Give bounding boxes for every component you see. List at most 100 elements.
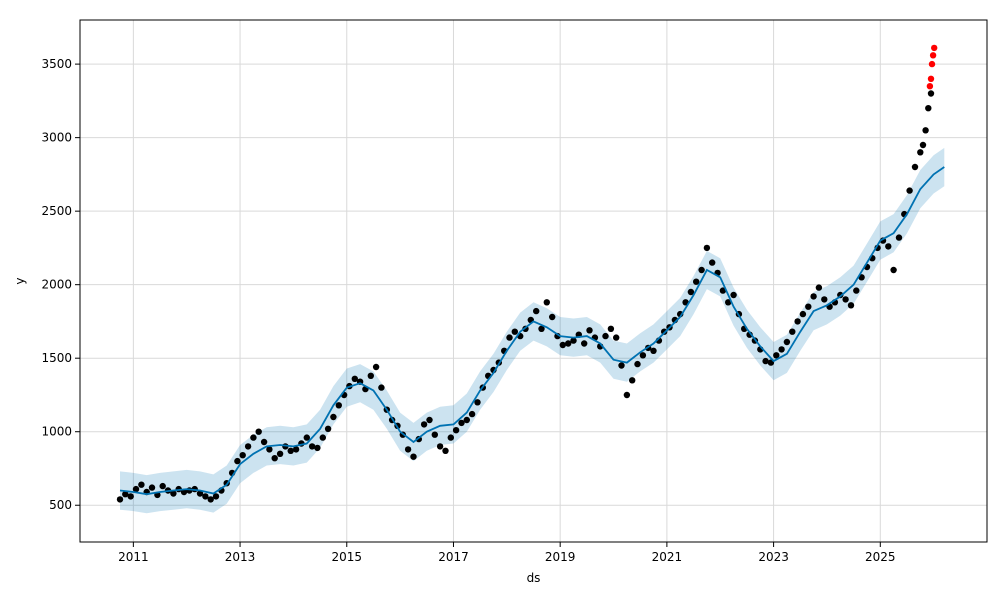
observed-point <box>234 457 241 465</box>
observed-point <box>922 127 929 134</box>
observed-point <box>506 334 513 341</box>
observed-point <box>698 266 705 274</box>
observed-point <box>925 105 932 112</box>
observed-point <box>442 447 449 454</box>
observed-point <box>730 291 737 299</box>
observed-point <box>122 491 129 498</box>
outlier-point <box>931 44 938 52</box>
forecast-line <box>119 166 945 496</box>
observed-point <box>799 310 807 318</box>
outlier-point <box>926 83 934 90</box>
observed-point <box>810 293 817 300</box>
y-tick-label: 1500 <box>41 351 72 365</box>
observed-point <box>132 485 140 493</box>
observed-point <box>138 481 145 488</box>
observed-point <box>511 328 518 335</box>
observed-point <box>602 332 609 340</box>
observed-point <box>613 334 620 341</box>
observed-point <box>463 416 470 424</box>
x-axis: 2011 2013 2015 2017 2019 2021 2023 2025 <box>118 542 896 564</box>
observed-point <box>815 284 823 291</box>
outlier-point <box>927 75 935 83</box>
observed-point <box>303 434 310 441</box>
observed-point <box>431 431 438 438</box>
observed-point <box>906 187 913 194</box>
x-tick-label: 2023 <box>758 550 789 564</box>
grid <box>80 20 987 542</box>
observed-point <box>794 318 801 325</box>
observed-point <box>330 413 337 421</box>
y-tick-label: 2000 <box>41 278 72 292</box>
observed-point <box>533 307 540 315</box>
y-tick-label: 500 <box>49 498 72 512</box>
observed-point <box>725 299 732 306</box>
observed-point <box>629 377 636 384</box>
observed-point <box>549 313 556 321</box>
observed-point <box>618 362 625 369</box>
observed-point <box>378 384 385 391</box>
x-tick-label: 2013 <box>225 550 256 564</box>
observed-point <box>335 402 342 409</box>
observed-point <box>773 352 780 359</box>
observed-point <box>821 296 828 303</box>
observed-point <box>458 419 465 427</box>
observed-point <box>266 446 273 453</box>
observed-point <box>250 434 257 441</box>
x-tick-label: 2011 <box>118 550 149 564</box>
observed-point <box>842 296 849 303</box>
x-tick-label: 2017 <box>438 550 469 564</box>
observed-point <box>212 493 220 500</box>
observed-point <box>885 243 892 250</box>
observed-point <box>196 490 204 497</box>
observed-point <box>260 438 268 446</box>
observed-point <box>410 453 417 460</box>
observed-point <box>202 493 209 500</box>
observed-point <box>319 434 326 441</box>
observed-point <box>847 302 855 309</box>
observed-point <box>292 446 300 453</box>
observed-point <box>404 446 412 453</box>
observed-point <box>919 141 927 149</box>
x-tick-label: 2021 <box>652 550 683 564</box>
observed-point <box>420 421 428 428</box>
observed-point <box>559 341 566 349</box>
observed-point <box>116 496 124 503</box>
x-axis-label: ds <box>527 571 541 585</box>
outlier-point <box>928 60 936 68</box>
observed-point <box>789 328 796 335</box>
observed-point <box>607 325 615 332</box>
observed-point <box>719 287 727 294</box>
observed-point <box>474 399 481 406</box>
observed-point <box>911 163 919 171</box>
observed-point <box>452 427 460 434</box>
observed-point <box>634 360 641 368</box>
observed-point <box>239 452 246 459</box>
observed-point <box>170 490 177 497</box>
uncertainty-interval <box>120 147 945 514</box>
observed-point <box>367 372 374 379</box>
observed-point <box>207 496 214 503</box>
forecast-line-group <box>119 166 945 496</box>
outlier-points <box>926 44 938 90</box>
observed-point <box>543 299 550 306</box>
observed-point <box>287 447 294 454</box>
observed-point <box>148 484 156 491</box>
y-axis: 500 1000 1500 2000 2500 3000 3500 <box>41 57 80 512</box>
x-tick-label: 2019 <box>545 550 576 564</box>
observed-point <box>650 347 657 354</box>
observed-point <box>468 410 476 418</box>
observed-point <box>324 425 332 432</box>
observed-point <box>538 325 545 332</box>
observed-point <box>372 363 380 371</box>
observed-point <box>244 443 252 450</box>
plot-area-frame <box>79 19 988 543</box>
uncertainty-band <box>120 147 945 514</box>
observed-point <box>778 346 785 353</box>
y-axis-label: y <box>13 277 27 284</box>
observed-point <box>693 278 700 285</box>
y-tick-label: 1000 <box>41 425 72 439</box>
observed-point <box>709 259 716 266</box>
observed-point <box>308 443 316 450</box>
y-tick-label: 3000 <box>41 131 72 145</box>
